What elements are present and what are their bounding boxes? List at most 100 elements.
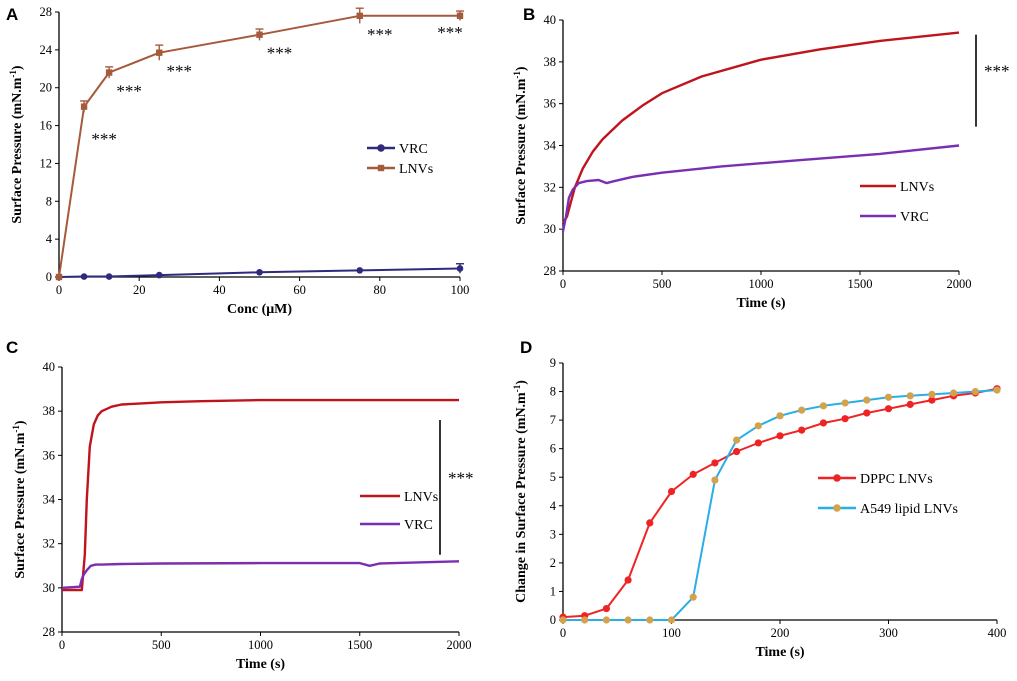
panel-a-significance-label: ***	[167, 62, 193, 81]
panel-b-x-label: Time (s)	[736, 296, 785, 311]
panel-d-x-tick-label: 200	[771, 626, 790, 640]
panel-c-x-tick-label: 1500	[347, 638, 372, 652]
panel-d-data-point	[689, 470, 697, 478]
panel-a-data-point	[356, 267, 364, 274]
panel-a-legend-label: LNVs	[399, 162, 433, 177]
panel-a-significance-label: ***	[437, 23, 463, 42]
panel-a-data-point	[256, 268, 263, 276]
panel-b-x-tick-label: 1500	[848, 277, 873, 291]
panel-b-series-0-line	[561, 31, 960, 224]
panel-b-x-tick-label: 2000	[947, 277, 972, 291]
panel-a-significance-label: ***	[367, 25, 393, 44]
panel-b-y-label: Surface Pressure (mN.m-1)	[512, 66, 529, 225]
panel-d-data-point	[754, 422, 762, 430]
panel-d-data-point	[776, 412, 784, 420]
panel-d-y-tick-label: 5	[550, 470, 556, 484]
panel-a-x-tick-label: 100	[451, 283, 470, 297]
panel-d-y-tick-label: 1	[550, 584, 556, 598]
panel-a-letter: A	[6, 5, 18, 24]
panel-c-series-1-line	[61, 560, 460, 589]
panel-c-legend-label: VRC	[404, 518, 433, 533]
panel-a-data-point	[105, 69, 113, 76]
panel-a-legend-label: VRC	[399, 142, 428, 157]
panel-d-data-point	[798, 426, 806, 434]
panel-d-data-point	[971, 387, 979, 396]
panel-b-legend-label: VRC	[900, 210, 929, 225]
panel-d-data-point	[776, 432, 784, 440]
panel-c-letter: C	[6, 338, 18, 357]
panel-c-x-tick-label: 1000	[248, 638, 273, 652]
panel-b-legend-label: LNVs	[900, 180, 934, 195]
panel-d-data-point	[624, 616, 632, 624]
panel-d-y-tick-label: 7	[550, 413, 556, 427]
panel-a-y-tick-label: 0	[46, 270, 52, 284]
panel-c-y-tick-label: 40	[43, 360, 56, 374]
panel-d-data-point	[733, 447, 741, 456]
panel-b-y-tick-label: 40	[544, 13, 557, 27]
panel-d-data-point	[733, 436, 741, 444]
panel-d-data-point	[581, 616, 589, 624]
panel-d-y-tick-label: 4	[550, 499, 557, 513]
panel-a-legend-marker	[377, 144, 385, 152]
panel-a-x-tick-label: 80	[374, 283, 387, 297]
panel-a-data-point	[456, 12, 464, 19]
panel-c-y-tick-label: 30	[43, 581, 56, 595]
panel-a-x-tick-label: 40	[213, 283, 226, 297]
panel-d-data-point	[646, 519, 654, 527]
panel-d-data-point	[798, 406, 806, 414]
panel-d-x-tick-label: 100	[662, 626, 681, 640]
panel-d-y-tick-label: 2	[550, 556, 556, 570]
panel-d-data-point	[819, 419, 828, 427]
panel-c-y-tick-label: 38	[43, 404, 56, 418]
panel-d-data-point	[624, 576, 632, 584]
panel-c-y-tick-label: 28	[43, 625, 56, 639]
panel-d-y-tick-label: 8	[550, 385, 556, 399]
panel-a-y-tick-label: 4	[46, 232, 53, 246]
panel-d-data-point	[841, 399, 849, 407]
panel-b-y-tick-label: 38	[544, 55, 557, 69]
panel-d-data-point	[863, 409, 871, 417]
panel-a-data-point	[356, 12, 363, 19]
panel-a-y-label: Surface Pressure (mN.m-1)	[8, 65, 25, 224]
panel-c-significance-label: ***	[448, 468, 474, 487]
panel-a-y-tick-label: 24	[40, 43, 53, 57]
panel-a-data-point	[156, 49, 163, 56]
panel-a-data-point	[256, 31, 263, 38]
panel-d-letter: D	[520, 338, 532, 357]
panel-d-data-point	[863, 396, 871, 404]
panel-d-data-point	[711, 459, 719, 467]
panel-b-y-tick-label: 36	[544, 97, 557, 111]
panel-c-y-label: Surface Pressure (mN.m-1)	[11, 420, 28, 579]
panel-d-data-point	[884, 393, 893, 401]
panel-a-y-tick-label: 16	[40, 119, 53, 133]
panel-a-significance-label: ***	[91, 130, 117, 149]
panel-d-data-point	[928, 396, 936, 404]
panel-c-legend-label: LNVs	[404, 490, 438, 505]
panel-a-data-point	[80, 273, 88, 280]
panel-d-x-tick-label: 400	[988, 626, 1007, 640]
panel-d-x-label: Time (s)	[755, 645, 804, 660]
panel-b-y-tick-label: 34	[544, 139, 557, 153]
panel-a-y-tick-label: 8	[46, 194, 52, 208]
panel-d-data-point	[667, 616, 676, 624]
panel-a-x-label: Conc (μM)	[227, 302, 292, 317]
panel-b-series-1-line	[561, 144, 960, 232]
panel-a-significance-label: ***	[267, 44, 293, 63]
panel-a-significance-label: ***	[116, 82, 142, 101]
panel-c-x-tick-label: 0	[59, 638, 65, 652]
panel-c-x-label: Time (s)	[236, 657, 285, 672]
panel-d-data-point	[602, 616, 611, 624]
panel-b-x-tick-label: 500	[653, 277, 672, 291]
panel-d-data-point	[906, 392, 914, 400]
panel-d-data-point	[711, 476, 719, 484]
panel-a-y-tick-label: 28	[40, 5, 53, 19]
panel-d-data-point	[950, 389, 958, 397]
panel-b-letter: B	[523, 5, 535, 24]
panel-d-data-point	[754, 439, 762, 447]
panel-a-legend-marker	[377, 164, 385, 172]
panel-d-y-tick-label: 3	[550, 527, 556, 541]
panel-d-data-point	[689, 593, 697, 601]
panel-d-data-point	[841, 415, 849, 423]
panel-d-legend-marker	[833, 474, 841, 482]
